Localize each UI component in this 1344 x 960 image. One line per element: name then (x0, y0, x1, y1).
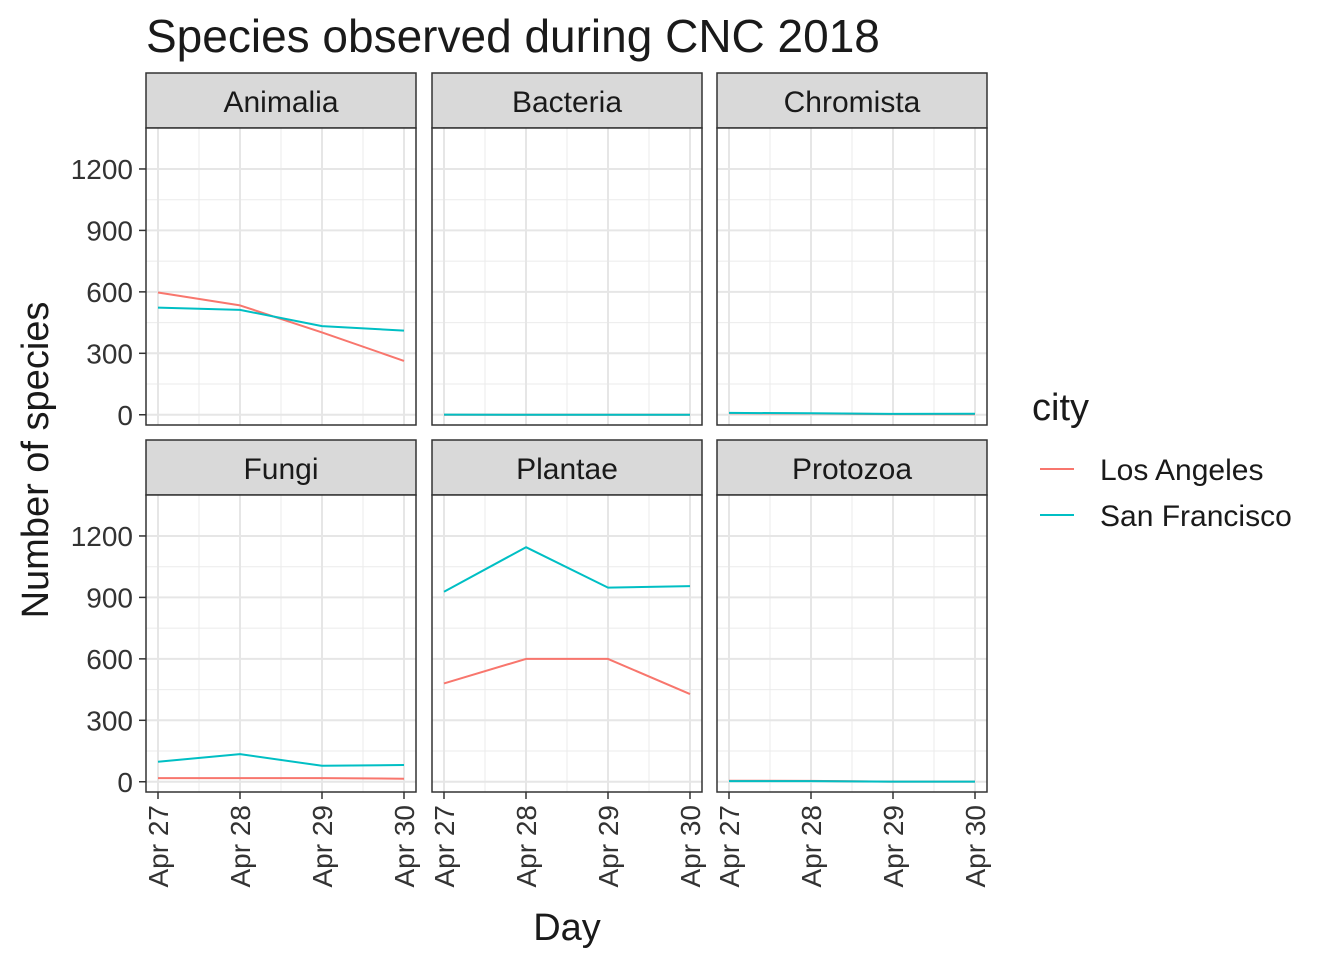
series-line-san-francisco (157, 306, 405, 332)
y-tick-label: 900 (86, 582, 133, 613)
chart-title: Species observed during CNC 2018 (146, 10, 880, 62)
y-tick-label: 900 (86, 215, 133, 246)
y-axis-ticks: 0 300 600 900 1200 0 300 600 900 1200 (71, 154, 146, 798)
y-tick-label: 0 (117, 400, 133, 431)
panel-bacteria: Bacteria (431, 72, 703, 426)
strip-label-chromista: Chromista (784, 86, 921, 119)
y-axis-label: Number of species (15, 302, 57, 619)
panel-protozoa: Protozoa (716, 439, 988, 793)
y-tick-label: 0 (117, 767, 133, 798)
strip-label-animalia: Animalia (223, 86, 338, 119)
legend-title: city (1032, 387, 1089, 429)
y-tick-label: 300 (86, 705, 133, 736)
facet-panels: Animalia Bacteria Chromista Fungi Plantae Pro… (145, 72, 988, 793)
panel-border (716, 494, 988, 793)
panel-border (145, 127, 417, 426)
panel-chromista: Chromista (716, 72, 988, 426)
legend-entry-los-angeles: Los Angeles (1100, 454, 1263, 487)
strip-fungi (145, 439, 417, 496)
x-tick-label: Apr 29 (878, 805, 909, 888)
series-line-san-francisco (729, 780, 975, 783)
gridlines (146, 128, 416, 425)
x-tick-label: Apr 30 (675, 805, 706, 888)
y-tick-label: 1200 (71, 521, 133, 552)
x-tick-label: Apr 28 (796, 805, 827, 888)
panel-animalia: Animalia (145, 72, 417, 426)
gridlines (146, 495, 416, 792)
y-tick-label: 600 (86, 277, 133, 308)
strip-label-protozoa: Protozoa (792, 453, 912, 486)
legend-entry-san-francisco: San Francisco (1100, 500, 1292, 533)
x-axis-label: Day (533, 907, 601, 949)
gridlines (717, 495, 987, 792)
y-tick-label: 1200 (71, 154, 133, 185)
x-tick-label: Apr 30 (960, 805, 991, 888)
series-line-san-francisco (728, 411, 976, 415)
strip-animalia (145, 72, 417, 129)
x-tick-label: Apr 27 (714, 805, 745, 888)
x-tick-label: Apr 28 (225, 805, 256, 888)
strip-bacteria (431, 72, 703, 129)
x-axis-ticks: Apr 27 Apr 28 Apr 29 Apr 30 Apr 27 Apr 28 Apr … (143, 792, 991, 888)
x-tick-label: Apr 27 (143, 805, 174, 888)
series-line-los-angeles (443, 657, 691, 696)
legend: city Los Angeles San Francisco (1032, 387, 1292, 533)
series-line-los-angeles (158, 777, 405, 780)
strip-label-plantae: Plantae (516, 453, 618, 486)
strip-protozoa (716, 439, 988, 496)
series-line-san-francisco (443, 546, 691, 593)
y-tick-label: 300 (86, 338, 133, 369)
strip-plantae (431, 439, 703, 496)
x-tick-label: Apr 27 (429, 805, 460, 888)
x-tick-label: Apr 29 (593, 805, 624, 888)
panel-border (716, 127, 988, 426)
gridlines (432, 495, 702, 792)
strip-chromista (716, 72, 988, 129)
strip-label-fungi: Fungi (243, 453, 318, 486)
panel-border (431, 494, 703, 793)
series-line-san-francisco (157, 753, 405, 767)
x-tick-label: Apr 28 (511, 805, 542, 888)
panel-border (431, 127, 703, 426)
panel-border (145, 494, 417, 793)
x-tick-label: Apr 30 (389, 805, 420, 888)
strip-label-bacteria: Bacteria (512, 86, 622, 119)
x-tick-label: Apr 29 (307, 805, 338, 888)
panel-fungi: Fungi (145, 439, 417, 793)
gridlines (717, 128, 987, 425)
y-tick-label: 600 (86, 644, 133, 675)
panel-plantae: Plantae (431, 439, 703, 793)
